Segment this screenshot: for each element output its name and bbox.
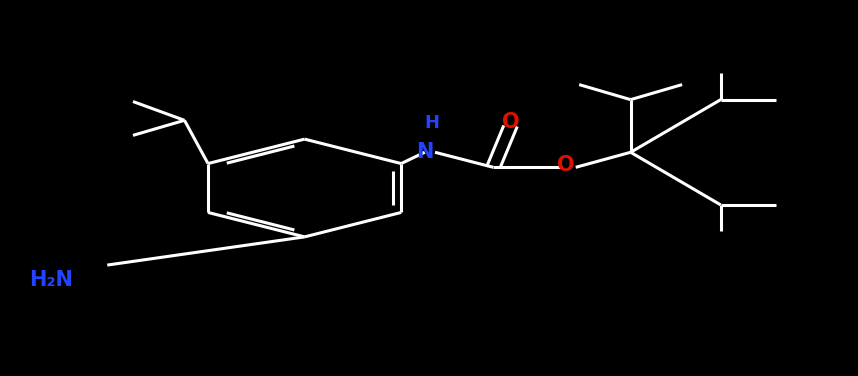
Text: O: O (557, 155, 574, 176)
Text: N: N (416, 142, 433, 162)
Text: H: H (424, 114, 439, 132)
Text: H₂N: H₂N (29, 270, 73, 290)
Text: O: O (502, 112, 519, 132)
